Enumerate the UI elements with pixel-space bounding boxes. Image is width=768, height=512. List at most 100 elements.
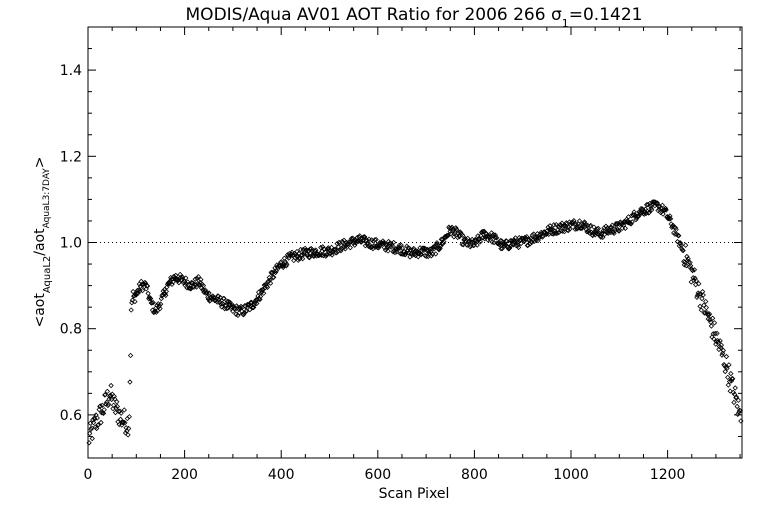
data-point — [600, 234, 606, 241]
data-point — [96, 406, 102, 413]
data-point — [730, 376, 736, 382]
x-tick-label: 800 — [461, 467, 488, 483]
data-point — [676, 232, 682, 239]
data-point — [438, 243, 444, 249]
data-point — [130, 288, 136, 295]
data-point — [105, 401, 112, 408]
data-point — [708, 323, 715, 329]
data-point — [188, 286, 194, 292]
data-point — [99, 402, 105, 409]
data-point — [100, 410, 107, 417]
chart-title-main: MODIS/Aqua AV01 AOT Ratio for 2006 266 σ — [186, 5, 562, 25]
data-point — [127, 379, 133, 385]
data-point — [579, 221, 586, 227]
data-point — [372, 237, 378, 243]
data-point — [696, 281, 702, 287]
data-point — [382, 247, 389, 253]
data-point — [339, 238, 345, 245]
data-point — [720, 347, 726, 354]
data-point — [697, 303, 703, 309]
data-point — [254, 300, 260, 307]
data-point — [515, 242, 521, 249]
data-point — [598, 234, 604, 240]
data-point — [561, 228, 568, 235]
data-point — [646, 209, 652, 216]
data-point — [111, 393, 117, 400]
data-point — [567, 226, 573, 232]
y-label-sub1: AquaL2 — [42, 256, 53, 293]
data-point — [299, 256, 306, 262]
data-point — [108, 382, 114, 389]
data-point — [318, 244, 324, 251]
data-point — [254, 297, 261, 303]
data-point — [462, 235, 468, 242]
data-point — [132, 298, 138, 305]
data-point — [117, 408, 123, 414]
data-point — [687, 263, 694, 269]
data-point — [441, 239, 447, 245]
data-point — [491, 239, 497, 246]
data-point — [711, 336, 717, 342]
data-point — [158, 295, 164, 302]
data-point — [430, 244, 436, 250]
data-point — [682, 242, 689, 248]
data-point — [693, 278, 699, 284]
data-point — [102, 391, 109, 398]
data-point — [147, 295, 154, 302]
data-point — [672, 225, 679, 231]
data-point — [176, 280, 182, 286]
data-point — [703, 304, 710, 311]
data-point — [616, 228, 622, 234]
x-axis-label: Scan Pixel — [379, 486, 450, 502]
data-point — [384, 244, 391, 250]
data-point — [648, 205, 654, 211]
data-point — [479, 229, 485, 235]
data-point — [497, 241, 503, 248]
data-point — [122, 430, 129, 436]
data-point — [586, 228, 592, 234]
data-point — [195, 274, 202, 280]
data-point — [284, 261, 290, 268]
data-point — [720, 350, 726, 356]
data-point — [101, 407, 107, 413]
data-point — [267, 277, 273, 283]
data-point — [600, 227, 607, 234]
data-point — [464, 242, 470, 248]
data-point — [225, 298, 232, 305]
data-point — [164, 284, 170, 290]
data-point — [525, 242, 531, 248]
data-point — [558, 228, 564, 234]
data-point — [178, 274, 184, 281]
data-point — [159, 292, 166, 298]
data-point — [225, 305, 231, 311]
data-point — [725, 374, 731, 381]
data-point — [591, 224, 597, 230]
data-point — [609, 222, 615, 228]
data-point — [87, 430, 93, 437]
data-point — [257, 293, 264, 300]
data-point — [98, 419, 104, 426]
data-point — [631, 209, 637, 215]
data-point — [149, 300, 155, 306]
data-point — [536, 235, 542, 241]
y-label-b: /aot — [32, 228, 48, 256]
data-point — [699, 295, 705, 302]
data-point — [104, 388, 110, 395]
data-point — [194, 275, 200, 282]
data-point — [163, 292, 169, 299]
data-point — [612, 226, 618, 232]
data-point — [218, 301, 224, 307]
data-point — [612, 227, 618, 234]
data-point — [487, 235, 493, 241]
data-point — [221, 295, 227, 302]
data-point — [305, 247, 311, 254]
data-point — [350, 235, 356, 241]
data-point — [584, 229, 590, 235]
data-point — [434, 240, 440, 246]
data-point — [628, 221, 634, 227]
data-point — [712, 330, 718, 337]
data-point — [700, 292, 706, 298]
data-point — [204, 290, 210, 296]
data-point — [594, 226, 600, 232]
data-point — [271, 274, 277, 280]
